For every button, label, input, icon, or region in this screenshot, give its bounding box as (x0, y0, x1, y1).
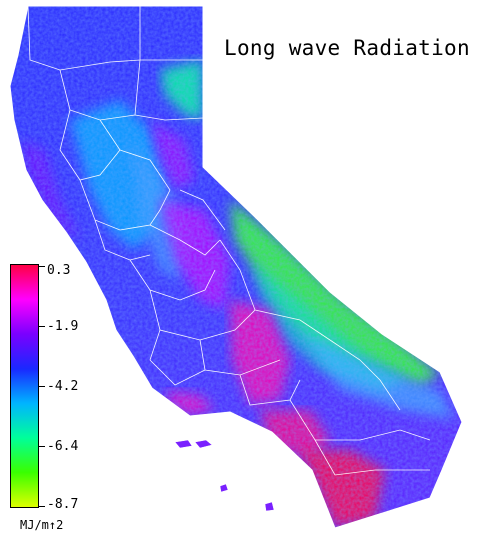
legend-tick (39, 326, 45, 327)
legend-label: -6.4 (47, 439, 79, 454)
legend-label: -1.9 (47, 319, 79, 334)
color-scale-bar (10, 264, 39, 508)
legend-label-max: 0.3 (47, 263, 71, 278)
legend-tick (39, 446, 45, 447)
legend-tick (39, 266, 45, 267)
legend-units: MJ/m↑2 (20, 518, 64, 532)
legend-label: -4.2 (47, 379, 79, 394)
legend-tick (39, 506, 45, 507)
legend-label-min: -8.7 (47, 497, 79, 512)
map-title: Long wave Radiation (224, 36, 470, 60)
legend-tick (39, 386, 45, 387)
